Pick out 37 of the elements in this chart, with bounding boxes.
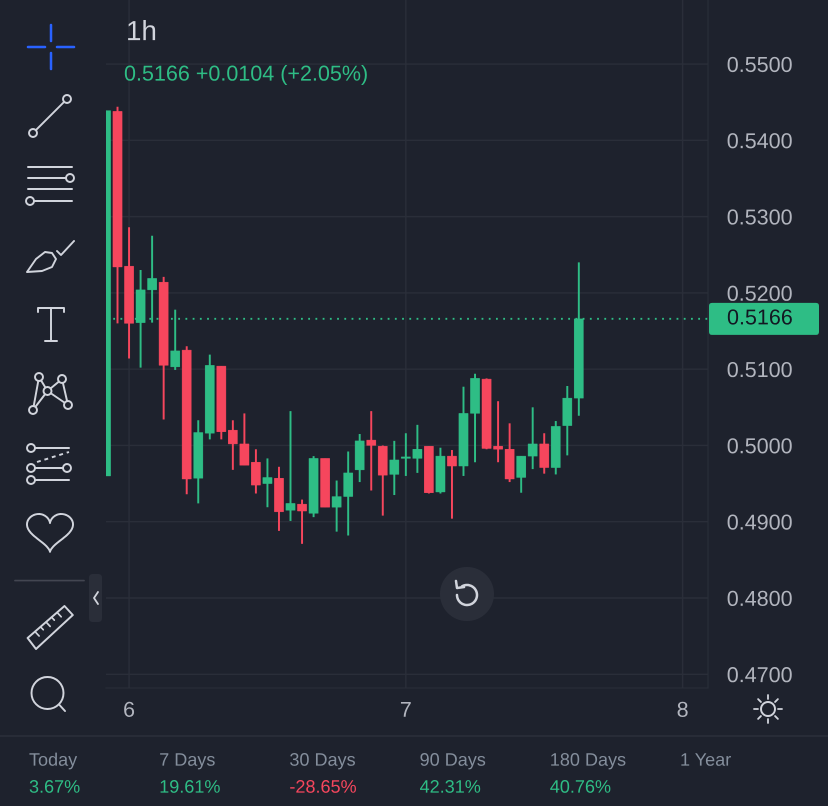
text: 180 Days <box>551 753 626 770</box>
text: 42.31% <box>420 780 480 793</box>
text: Today <box>29 752 78 770</box>
y-tick-label: 0.5100 <box>728 362 792 378</box>
x-tick-label: 6 <box>124 702 134 718</box>
x-tick-label: 8 <box>678 702 688 718</box>
candlestick <box>343 450 353 536</box>
text: 1h <box>128 20 156 40</box>
y-tick-label: 0.5500 <box>728 56 792 72</box>
y-tick-label: 0.5400 <box>728 133 792 148</box>
text: 90 Days <box>420 753 486 770</box>
candlestick <box>516 455 526 494</box>
text: 1 Year <box>681 753 731 766</box>
candlestick <box>262 457 272 508</box>
text: 30 Days <box>290 753 355 770</box>
candlestick <box>528 406 538 470</box>
y-tick-label: 0.4900 <box>728 514 792 530</box>
y-tick-label: 0.5300 <box>728 209 792 225</box>
x-tick-label: 7 <box>400 702 411 717</box>
text: 7 Days <box>160 753 215 770</box>
y-tick-label: 0.4800 <box>728 590 792 606</box>
text: 19.61% <box>160 780 220 793</box>
text: 0.5166 +0.0104 (+2.05%) <box>124 64 367 86</box>
candlestick <box>286 410 296 522</box>
candlestick <box>389 440 400 496</box>
ref-line-label: 0.5166 <box>728 309 792 325</box>
text: 40.76% <box>550 780 610 793</box>
candlestick <box>332 480 342 533</box>
text: 3.67% <box>30 780 80 793</box>
candlestick <box>539 432 550 475</box>
y-tick-label: 0.5200 <box>728 286 792 301</box>
y-tick-label: 0.5000 <box>728 438 792 454</box>
candlestick <box>366 410 376 492</box>
text: -28.65% <box>290 780 356 793</box>
y-tick-label: 0.4700 <box>728 667 792 682</box>
candlestick <box>447 449 457 520</box>
candlestick <box>297 498 307 545</box>
